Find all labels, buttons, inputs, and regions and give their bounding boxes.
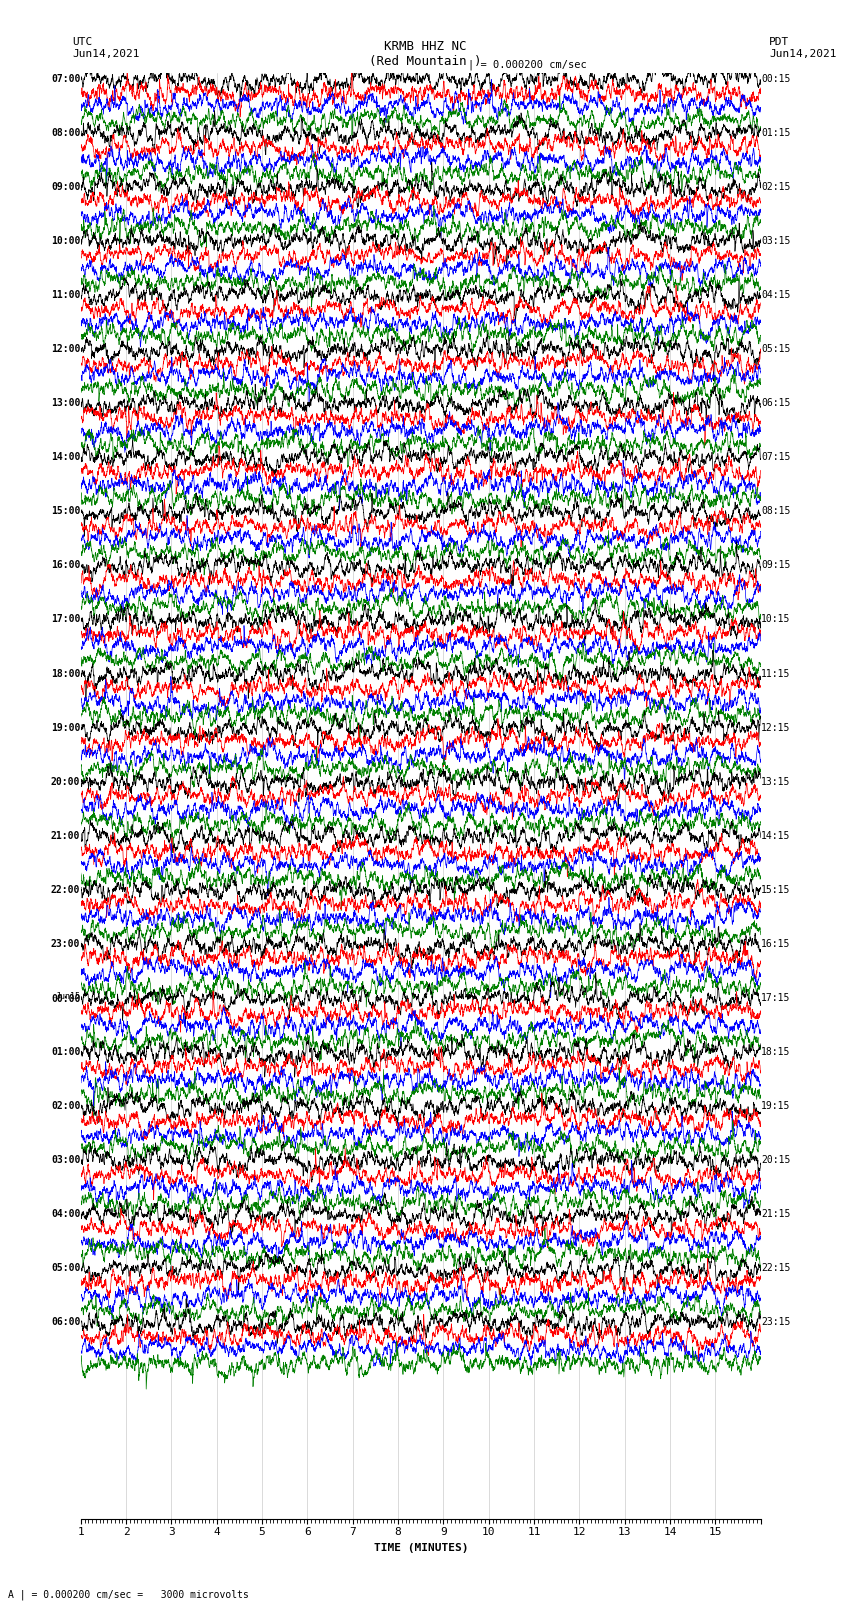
Text: 12:00: 12:00 <box>51 344 80 353</box>
Text: | = 0.000200 cm/sec: | = 0.000200 cm/sec <box>468 60 586 71</box>
Text: 12:15: 12:15 <box>762 723 790 732</box>
Text: 13:15: 13:15 <box>762 777 790 787</box>
Text: 08:00: 08:00 <box>51 127 80 137</box>
Text: 03:00: 03:00 <box>51 1155 80 1165</box>
Text: 21:00: 21:00 <box>51 831 80 840</box>
Text: 17:00: 17:00 <box>51 615 80 624</box>
Text: 03:15: 03:15 <box>762 235 790 245</box>
Text: 15:00: 15:00 <box>51 506 80 516</box>
Text: 14:15: 14:15 <box>762 831 790 840</box>
Text: 08:15: 08:15 <box>762 506 790 516</box>
Text: 04:00: 04:00 <box>51 1210 80 1219</box>
Text: Jun15: Jun15 <box>55 992 80 1002</box>
Text: KRMB HHZ NC
(Red Mountain ): KRMB HHZ NC (Red Mountain ) <box>369 40 481 68</box>
Text: 16:15: 16:15 <box>762 939 790 948</box>
Text: 05:15: 05:15 <box>762 344 790 353</box>
Text: 02:15: 02:15 <box>762 182 790 192</box>
Text: 04:15: 04:15 <box>762 290 790 300</box>
Text: 01:00: 01:00 <box>51 1047 80 1057</box>
Text: 18:15: 18:15 <box>762 1047 790 1057</box>
Text: 09:00: 09:00 <box>51 182 80 192</box>
Text: 06:15: 06:15 <box>762 398 790 408</box>
Text: 20:00: 20:00 <box>51 777 80 787</box>
X-axis label: TIME (MINUTES): TIME (MINUTES) <box>373 1542 468 1553</box>
Text: 14:00: 14:00 <box>51 452 80 463</box>
Text: 16:00: 16:00 <box>51 560 80 571</box>
Text: 18:00: 18:00 <box>51 668 80 679</box>
Text: 17:15: 17:15 <box>762 994 790 1003</box>
Text: 01:15: 01:15 <box>762 127 790 137</box>
Text: 20:15: 20:15 <box>762 1155 790 1165</box>
Text: 07:15: 07:15 <box>762 452 790 463</box>
Text: 09:15: 09:15 <box>762 560 790 571</box>
Text: 11:00: 11:00 <box>51 290 80 300</box>
Text: UTC
Jun14,2021: UTC Jun14,2021 <box>72 37 139 58</box>
Text: 05:00: 05:00 <box>51 1263 80 1273</box>
Text: 19:15: 19:15 <box>762 1102 790 1111</box>
Text: 22:15: 22:15 <box>762 1263 790 1273</box>
Text: 23:15: 23:15 <box>762 1318 790 1327</box>
Text: 11:15: 11:15 <box>762 668 790 679</box>
Text: 21:15: 21:15 <box>762 1210 790 1219</box>
Text: 15:15: 15:15 <box>762 886 790 895</box>
Text: A | = 0.000200 cm/sec =   3000 microvolts: A | = 0.000200 cm/sec = 3000 microvolts <box>8 1589 249 1600</box>
Text: 02:00: 02:00 <box>51 1102 80 1111</box>
Text: 23:00: 23:00 <box>51 939 80 948</box>
Text: 06:00: 06:00 <box>51 1318 80 1327</box>
Text: 00:00: 00:00 <box>51 994 80 1003</box>
Text: 10:00: 10:00 <box>51 235 80 245</box>
Text: 00:15: 00:15 <box>762 74 790 84</box>
Text: 07:00: 07:00 <box>51 74 80 84</box>
Text: 10:15: 10:15 <box>762 615 790 624</box>
Text: 13:00: 13:00 <box>51 398 80 408</box>
Text: 19:00: 19:00 <box>51 723 80 732</box>
Text: 22:00: 22:00 <box>51 886 80 895</box>
Text: PDT
Jun14,2021: PDT Jun14,2021 <box>769 37 836 58</box>
